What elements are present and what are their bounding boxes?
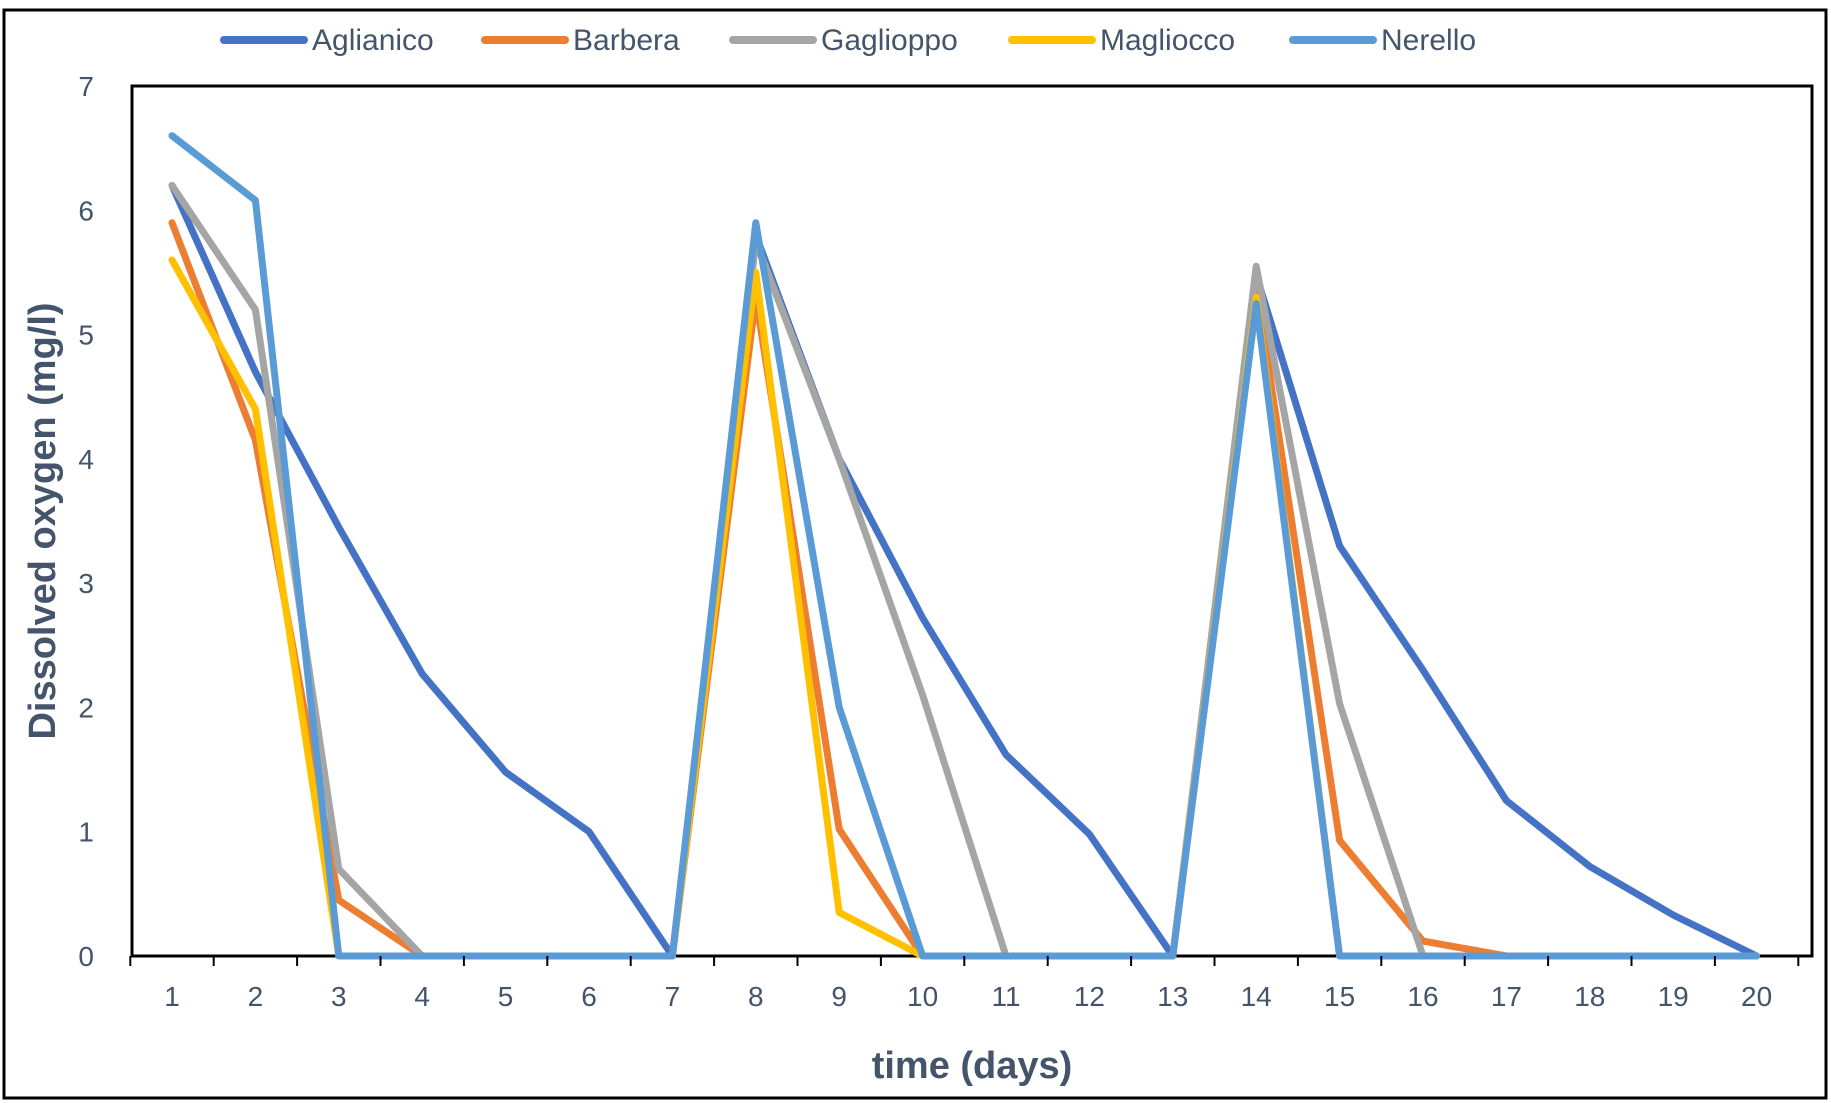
y-tick-label: 1 [78,817,94,848]
legend-label-barbera: Barbera [573,24,680,57]
x-tick-label: 8 [748,981,764,1012]
x-tick-label: 19 [1658,981,1689,1012]
x-tick-label: 9 [831,981,847,1012]
series-line-aglianico [168,181,1761,960]
x-tick-label: 2 [248,981,264,1012]
x-tick-label: 14 [1241,981,1272,1012]
x-axis-title: time (days) [872,1045,1073,1087]
legend-label-magliocco: Magliocco [1100,24,1235,57]
legend-label-gaglioppo: Gaglioppo [821,24,958,57]
x-tick-label: 6 [581,981,597,1012]
x-tick-label: 5 [498,981,514,1012]
y-tick-label: 4 [78,444,94,475]
x-tick-label: 18 [1574,981,1605,1012]
x-tick-label: 7 [665,981,681,1012]
x-tick-label: 12 [1074,981,1105,1012]
x-tick-label: 10 [907,981,938,1012]
y-axis-title: Dissolved oxygen (mg/l) [22,302,64,739]
x-tick-label: 13 [1157,981,1188,1012]
legend-label-nerello: Nerello [1381,24,1476,57]
x-tick-label: 20 [1741,981,1772,1012]
legend: Aglianico Barbera Gaglioppo Magliocco Nerell… [220,24,1476,57]
x-tick-label: 4 [414,981,430,1012]
y-tick-label: 3 [78,568,94,599]
y-tick-label: 7 [78,71,94,102]
y-tick-label: 2 [78,692,94,723]
y-tick-label: 0 [78,941,94,972]
x-tick-label: 1 [164,981,180,1012]
x-tick-label: 17 [1491,981,1522,1012]
y-tick-label: 5 [78,320,94,351]
legend-label-aglianico: Aglianico [312,24,434,57]
x-tick-label: 16 [1407,981,1438,1012]
x-tick-label: 11 [991,981,1020,1012]
x-tick-label: 15 [1324,981,1355,1012]
y-tick-label: 6 [78,195,94,226]
figure-border [2,8,1828,1100]
x-tick-label: 3 [331,981,347,1012]
